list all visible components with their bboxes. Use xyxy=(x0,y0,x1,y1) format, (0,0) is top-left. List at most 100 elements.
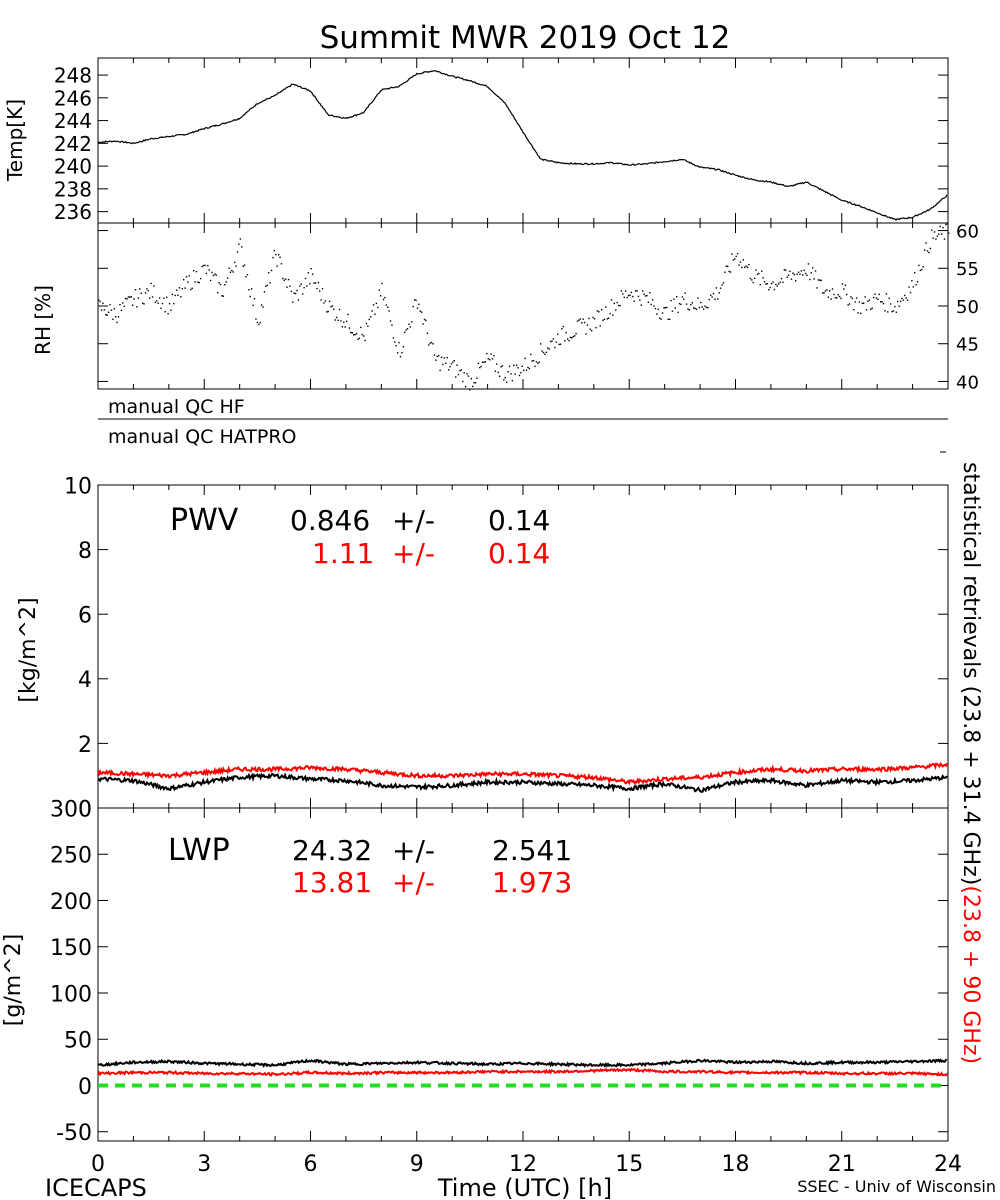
rh-point xyxy=(813,278,815,280)
rh-point xyxy=(309,283,311,285)
rh-point xyxy=(702,308,705,310)
rh-point xyxy=(500,366,502,368)
rh-point xyxy=(514,373,516,375)
rh-point xyxy=(823,292,825,294)
rh-point xyxy=(411,321,413,323)
rh-point xyxy=(683,298,685,301)
temperature-line-0 xyxy=(97,69,948,221)
rh-point xyxy=(548,348,550,350)
rh-point xyxy=(528,367,531,370)
rh-point xyxy=(456,364,458,366)
rh-point xyxy=(765,283,767,285)
rh-point xyxy=(863,302,865,304)
rh-point xyxy=(865,309,868,311)
x-tick-label: 12 xyxy=(509,1152,537,1177)
rh-point xyxy=(929,247,931,250)
rh-point xyxy=(545,351,548,354)
rh-point xyxy=(477,362,480,365)
rh-point xyxy=(510,373,512,375)
rh-point xyxy=(676,296,678,298)
rh-point xyxy=(466,373,468,375)
rh-point xyxy=(797,271,800,273)
rh-point xyxy=(744,266,746,269)
rh-point xyxy=(319,290,321,292)
rh-point xyxy=(321,288,324,290)
rh-point xyxy=(925,242,927,244)
rh-point xyxy=(728,270,730,273)
rh-point xyxy=(855,297,858,299)
rh-point xyxy=(436,355,438,358)
rh-point xyxy=(469,389,471,391)
rh-point xyxy=(569,336,572,339)
rh-point xyxy=(816,287,818,289)
rh-point xyxy=(425,319,427,322)
rh-point xyxy=(188,275,191,277)
rh-point xyxy=(221,295,223,297)
rh-point xyxy=(265,285,267,288)
rh-point xyxy=(429,342,431,344)
footer-right: SSEC - Univ of Wisconsin xyxy=(797,1177,996,1196)
rh-point xyxy=(745,265,747,267)
rh-point xyxy=(640,304,642,306)
rh-point xyxy=(435,359,437,361)
rh-point xyxy=(460,369,463,371)
rh-point xyxy=(483,361,485,363)
rh-point xyxy=(819,279,821,281)
rh-point xyxy=(235,265,237,267)
rh-point xyxy=(610,299,613,301)
rh-point xyxy=(821,292,824,294)
rh-point xyxy=(217,291,219,294)
rh-point xyxy=(457,373,460,376)
rh-point xyxy=(107,311,110,313)
rh-point xyxy=(497,371,499,374)
rh-point xyxy=(402,346,404,348)
rh-point xyxy=(891,310,893,313)
rh-point xyxy=(399,355,402,358)
rh-point xyxy=(314,282,317,284)
rh-point xyxy=(364,339,366,342)
rh-point xyxy=(746,266,749,269)
rh-point xyxy=(470,378,472,380)
y-tick-label: 10 xyxy=(64,474,92,499)
rh-point xyxy=(245,276,247,278)
rh-point xyxy=(109,303,111,306)
chart-title: Summit MWR 2019 Oct 12 xyxy=(320,20,731,56)
rh-point xyxy=(902,299,905,301)
rh-point xyxy=(542,351,545,354)
lwp-line-0 xyxy=(97,1058,948,1068)
rh-point xyxy=(242,265,244,267)
footer-left: ICECAPS xyxy=(45,1174,147,1200)
rh-point xyxy=(163,297,165,300)
rh-point xyxy=(554,346,556,349)
rh-point xyxy=(884,310,886,312)
rh-point xyxy=(697,297,699,299)
rh-point xyxy=(313,282,315,284)
x-tick-label: 0 xyxy=(91,1152,105,1177)
rh-point xyxy=(923,249,926,251)
rh-point xyxy=(187,281,189,283)
pwv-line-1 xyxy=(97,761,948,786)
rh-point xyxy=(946,223,948,225)
rh-point xyxy=(207,265,209,267)
rh-point xyxy=(275,253,277,256)
rh-point xyxy=(248,288,250,291)
rh-point xyxy=(256,321,259,324)
rh-point xyxy=(936,235,939,237)
rh-point xyxy=(129,296,131,298)
rh-point xyxy=(453,359,455,362)
rh-point xyxy=(459,369,461,372)
rh-point xyxy=(204,264,206,267)
rh-point xyxy=(391,324,393,326)
rh-point xyxy=(379,295,382,297)
rh-point xyxy=(578,319,580,321)
y-tick-label: 0 xyxy=(78,1075,92,1100)
rh-point xyxy=(755,269,757,271)
rh-point xyxy=(259,321,261,324)
rh-point xyxy=(653,305,655,307)
rh-point xyxy=(715,287,718,289)
qc-hatpro-label: manual QC HATPRO xyxy=(108,426,297,448)
rh-point xyxy=(222,295,225,297)
rh-point xyxy=(691,302,693,304)
rh-point xyxy=(795,280,797,282)
rh-point xyxy=(939,225,941,228)
